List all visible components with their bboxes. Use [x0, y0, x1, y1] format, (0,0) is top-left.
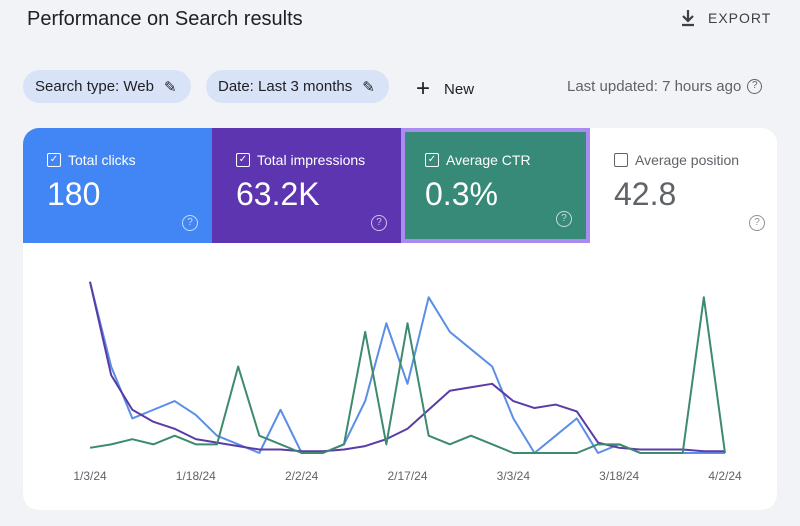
- edit-icon: ✎: [163, 78, 177, 96]
- metric-label-row: ✓ Average CTR: [425, 152, 586, 168]
- series-line: [89, 296, 726, 454]
- metric-value: 42.8: [614, 176, 677, 212]
- chip-label: Search type: Web: [35, 78, 154, 95]
- metric-label: Average position: [635, 152, 740, 168]
- metric-tile[interactable]: ✓ Average CTR 0.3%?: [401, 128, 590, 243]
- checkbox: ✓: [425, 153, 439, 167]
- x-tick-label: 1/3/24: [73, 469, 107, 483]
- series-line: [89, 281, 725, 454]
- help-icon[interactable]: ?: [747, 79, 763, 94]
- filter-chip[interactable]: Search type: Web ✎: [23, 70, 191, 103]
- x-tick-label: 3/3/24: [497, 469, 531, 483]
- plus-icon: +: [416, 75, 431, 102]
- checkbox: ✓: [47, 153, 61, 167]
- help-icon: ?: [749, 215, 765, 231]
- export-label: EXPORT: [708, 10, 772, 26]
- last-updated: Last updated: 7 hours ago?: [567, 78, 763, 95]
- metric-tile[interactable]: ✓ Total clicks 180?: [23, 128, 212, 243]
- chip-label: Date: Last 3 months: [218, 78, 353, 95]
- x-tick-label: 1/18/24: [176, 469, 216, 483]
- series-line: [89, 281, 725, 453]
- new-filter-button[interactable]: + New: [416, 75, 474, 103]
- metric-value: 63.2K: [236, 176, 320, 212]
- metric-value: 0.3%: [425, 176, 498, 212]
- metric-value: 180: [47, 176, 101, 212]
- export-button[interactable]: EXPORT: [680, 9, 771, 27]
- x-tick-label: 4/2/24: [708, 469, 742, 483]
- checkbox: ✓: [236, 153, 250, 167]
- help-icon: ?: [182, 215, 198, 231]
- download-icon: [682, 10, 694, 27]
- page-title: Performance on Search results: [27, 8, 303, 30]
- edit-icon: ✎: [362, 78, 375, 96]
- metric-label-row: ✓ Total impressions: [236, 152, 401, 168]
- help-icon: ?: [556, 211, 572, 227]
- help-icon: ?: [371, 215, 387, 231]
- x-tick-label: 2/17/24: [387, 469, 427, 483]
- metric-label: Average CTR: [446, 152, 531, 168]
- chart: 1/3/24 1/18/24 2/2/24 2/17/24 3/3/24 3/18/24 4…: [73, 281, 742, 483]
- metric-label: Total impressions: [257, 152, 366, 168]
- x-tick-label: 3/18/24: [599, 469, 639, 483]
- performance-panel: ✓ Total clicks 180? ✓ Total impressions 63.2K…: [23, 128, 777, 510]
- metric-label-row: Average position: [614, 152, 777, 168]
- metric-tile[interactable]: ✓ Total impressions 63.2K?: [212, 128, 401, 243]
- new-label: New: [444, 80, 475, 98]
- metric-label: Total clicks: [68, 152, 136, 168]
- checkbox: [614, 153, 628, 167]
- x-tick-label: 2/2/24: [285, 469, 319, 483]
- metric-tile[interactable]: Average position 42.8?: [590, 128, 777, 243]
- last-updated-text: Last updated: 7 hours ago: [567, 78, 742, 95]
- metric-label-row: ✓ Total clicks: [47, 152, 212, 168]
- filter-chip[interactable]: Date: Last 3 months ✎: [206, 70, 389, 103]
